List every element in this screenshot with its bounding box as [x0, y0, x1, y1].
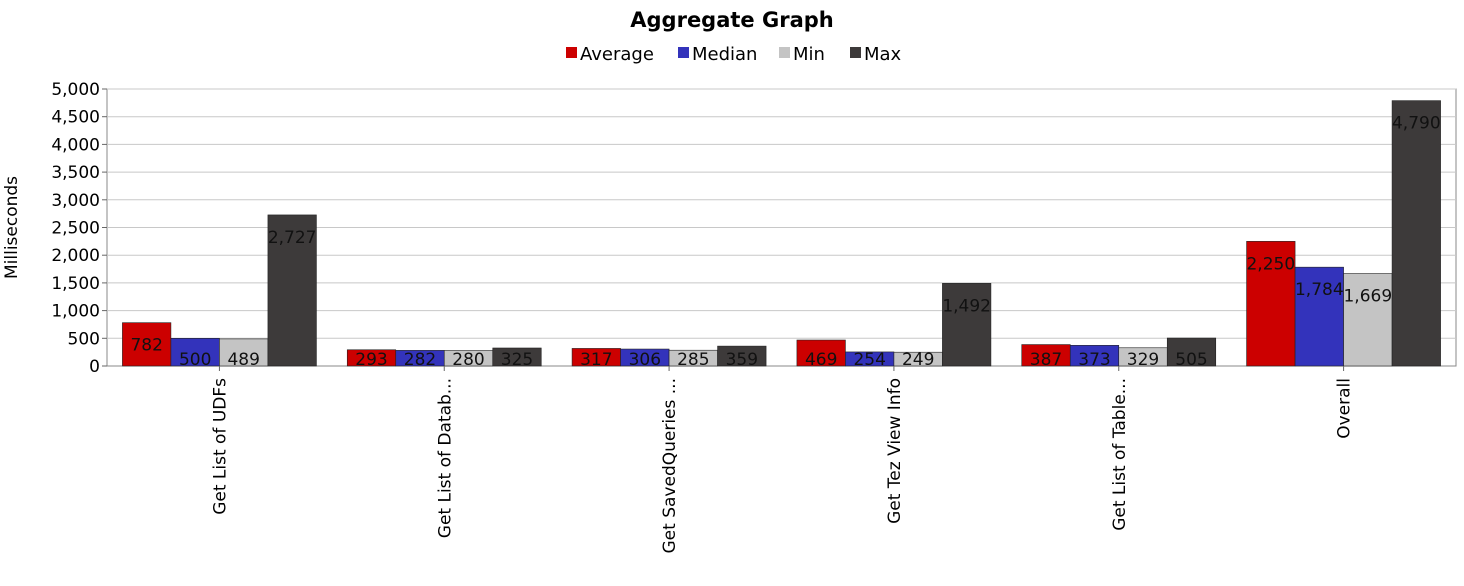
data-label-median-get-list-of-udfs: 500	[179, 350, 211, 370]
legend-item-min: Min	[779, 44, 825, 65]
data-label-average-get-tez-view-info: 469	[805, 350, 837, 370]
x-category-label: Get Tez View Info	[885, 378, 905, 524]
y-tick-label: 5,000	[51, 80, 100, 100]
data-label-max-get-savedqueries: 359	[726, 350, 758, 370]
y-tick-label: 4,500	[51, 108, 100, 128]
legend-label-max: Max	[864, 44, 902, 65]
x-category-label: Get List of Table...	[1110, 378, 1130, 531]
x-category-label: Overall	[1335, 378, 1355, 439]
data-labels: 782 500 489 2,727 293 282 280 325 317 306 285 359 46…	[130, 114, 1440, 370]
data-label-average-get-savedqueries: 317	[580, 350, 612, 370]
y-tick-label: 1,000	[51, 302, 100, 322]
data-label-median-get-list-of-table: 373	[1078, 350, 1110, 370]
y-tick-label: 4,000	[51, 135, 100, 155]
bar-max-get-list-of-table	[1166, 337, 1217, 367]
data-label-max-get-tez-view-info: 1,492	[942, 296, 991, 316]
y-tick-label: 1,500	[51, 274, 100, 294]
y-tick-label: 2,500	[51, 219, 100, 239]
bar-min-overall	[1343, 273, 1393, 367]
bar-average-get-tez-view-info	[796, 339, 846, 367]
y-axis-label: Milliseconds	[2, 176, 22, 279]
bar-median-get-list-of-udfs	[170, 337, 220, 367]
data-label-max-get-list-of-udfs: 2,727	[268, 228, 317, 248]
legend-item-median: Median	[678, 44, 757, 65]
legend-swatch-average	[566, 47, 577, 58]
x-axis: Get List of UDFs Get List of Datab... Get …	[210, 366, 1355, 553]
data-label-median-get-list-of-datab: 282	[404, 350, 436, 370]
bar-average-get-list-of-udfs	[122, 322, 172, 367]
chart-legend: Average Median Min Max	[566, 44, 902, 65]
legend-swatch-max	[850, 47, 861, 58]
bar-average-overall	[1246, 241, 1296, 367]
data-label-max-get-list-of-datab: 325	[501, 350, 533, 370]
data-label-median-overall: 1,784	[1295, 280, 1344, 300]
data-label-average-overall: 2,250	[1246, 254, 1295, 274]
bar-max-get-list-of-udfs	[267, 214, 317, 367]
chart-title: Aggregate Graph	[630, 8, 833, 32]
bar-max-get-tez-view-info	[942, 283, 992, 367]
data-label-average-get-list-of-datab: 293	[355, 350, 387, 370]
y-tick-label: 0	[89, 357, 100, 377]
legend-label-median: Median	[692, 44, 757, 65]
data-label-average-get-list-of-table: 387	[1030, 350, 1062, 370]
data-label-max-get-list-of-table: 505	[1175, 350, 1207, 370]
data-label-average-get-list-of-udfs: 782	[130, 336, 162, 356]
bar-median-overall	[1294, 266, 1344, 367]
y-axis: 0 500 1,000 1,500 2,000 2,500 3,000 3,500 4,000 4…	[51, 80, 107, 377]
legend-swatch-median	[678, 47, 689, 58]
bars	[122, 100, 1441, 367]
y-tick-label: 500	[68, 329, 100, 349]
legend-item-max: Max	[850, 44, 902, 65]
bar-max-get-savedqueries	[717, 345, 767, 367]
data-label-min-get-list-of-udfs: 489	[227, 350, 259, 370]
gridlines	[107, 88, 1456, 339]
data-label-min-overall: 1,669	[1343, 287, 1392, 307]
data-label-min-get-tez-view-info: 249	[902, 350, 934, 370]
y-tick-label: 2,000	[51, 246, 100, 266]
data-label-median-get-savedqueries: 306	[629, 350, 661, 370]
x-category-label: Get List of Datab...	[435, 378, 455, 538]
legend-item-average: Average	[566, 44, 654, 65]
y-tick-label: 3,000	[51, 191, 100, 211]
data-label-median-get-tez-view-info: 254	[853, 350, 885, 370]
bar-min-get-list-of-udfs	[219, 338, 269, 367]
legend-label-average: Average	[580, 44, 654, 65]
bar-max-overall	[1391, 100, 1441, 367]
legend-swatch-min	[779, 47, 790, 58]
y-tick-label: 3,500	[51, 163, 100, 183]
bar-max-get-list-of-datab	[492, 347, 542, 367]
x-category-label: Get SavedQueries ...	[660, 378, 680, 553]
data-label-min-get-list-of-table: 329	[1127, 350, 1159, 370]
data-label-max-overall: 4,790	[1392, 114, 1441, 134]
legend-label-min: Min	[793, 44, 825, 65]
x-category-label: Get List of UDFs	[210, 378, 230, 515]
data-label-min-get-savedqueries: 285	[677, 350, 709, 370]
data-label-min-get-list-of-datab: 280	[452, 350, 484, 370]
